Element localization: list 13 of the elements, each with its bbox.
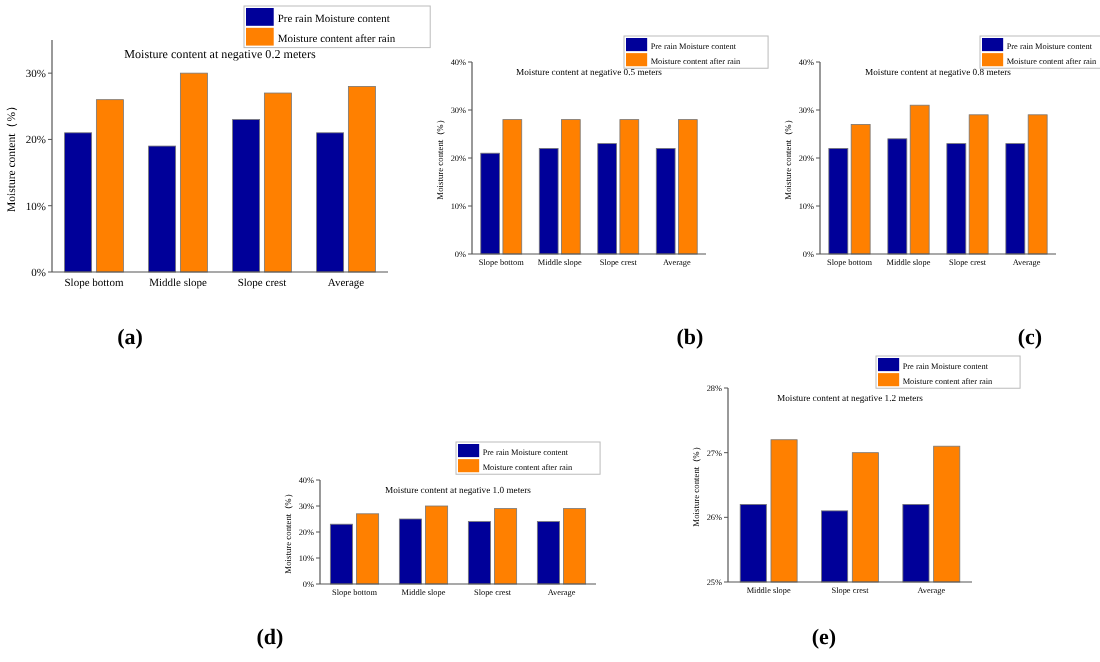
text: (e) [811,626,837,650]
bar [95,99,124,273]
bar [347,86,376,273]
bar [148,145,177,273]
bar [179,72,208,273]
bar [263,92,292,273]
bar [316,132,345,273]
text: (c) [1017,326,1043,350]
text: (a) [117,326,144,350]
text: (b) [676,326,705,350]
bar [64,132,93,273]
bar [232,119,261,273]
text: (d) [256,626,285,650]
